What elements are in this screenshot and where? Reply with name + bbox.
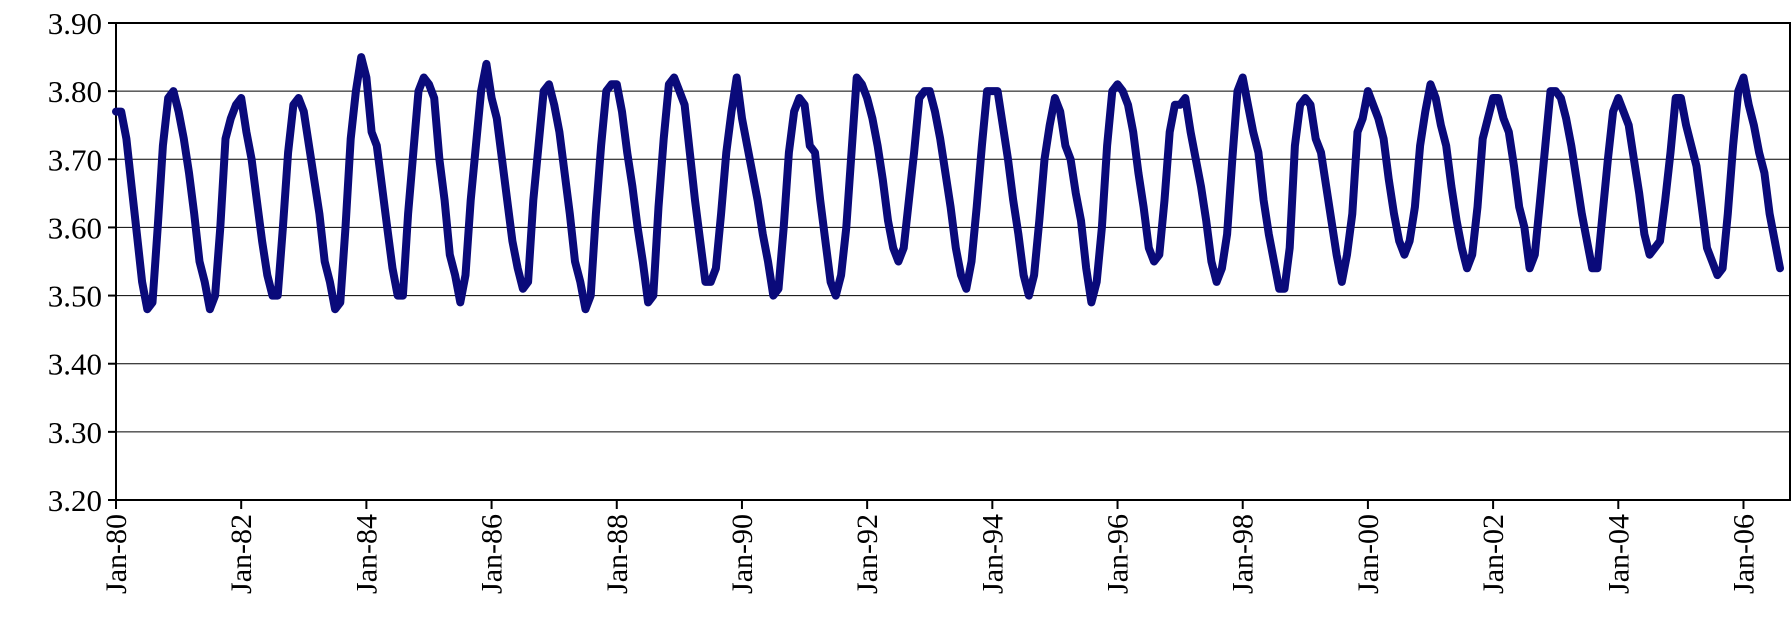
plot-area-frame (115, 22, 1791, 501)
x-tick-label: Jan-82 (225, 514, 258, 594)
x-tick-label: Jan-96 (1102, 514, 1135, 594)
x-tick-label: Jan-90 (726, 514, 759, 594)
x-tick-label: Jan-88 (601, 514, 634, 594)
x-tick-label: Jan-94 (976, 514, 1009, 594)
y-tick-label: 3.70 (48, 142, 102, 177)
gridlines (116, 90, 1790, 433)
x-tick-label: Jan-92 (851, 514, 884, 594)
series-layer (112, 53, 1784, 314)
x-tick-label: Jan-84 (350, 514, 383, 594)
x-tick-label: Jan-86 (476, 514, 509, 594)
y-tick-label: 3.20 (48, 483, 102, 518)
y-tick-label: 3.60 (48, 210, 102, 245)
series-line-0 (112, 53, 1784, 314)
y-tick-label: 3.50 (48, 279, 102, 314)
x-tick-label: Jan-98 (1227, 514, 1260, 594)
x-tick-label: Jan-06 (1727, 514, 1760, 594)
y-tick-label: 3.30 (48, 415, 102, 450)
x-axis: Jan-80 Jan-82 Jan-84 Jan-86 Jan-88 Jan-90 Jan-… (100, 500, 1760, 594)
y-axis: 3.20 3.30 3.40 3.50 3.60 3.70 3.80 3.90 (48, 6, 116, 518)
y-tick-label: 3.80 (48, 74, 102, 109)
x-tick-label: Jan-02 (1477, 514, 1510, 594)
x-tick-label: Jan-00 (1352, 514, 1385, 594)
y-tick-label: 3.40 (48, 347, 102, 382)
x-tick-label: Jan-04 (1602, 514, 1635, 594)
x-tick-label: Jan-80 (100, 514, 133, 594)
y-tick-label: 3.90 (48, 6, 102, 41)
